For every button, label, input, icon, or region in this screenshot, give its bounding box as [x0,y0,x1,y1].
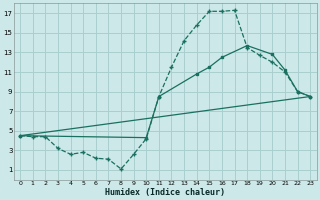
X-axis label: Humidex (Indice chaleur): Humidex (Indice chaleur) [105,188,225,197]
